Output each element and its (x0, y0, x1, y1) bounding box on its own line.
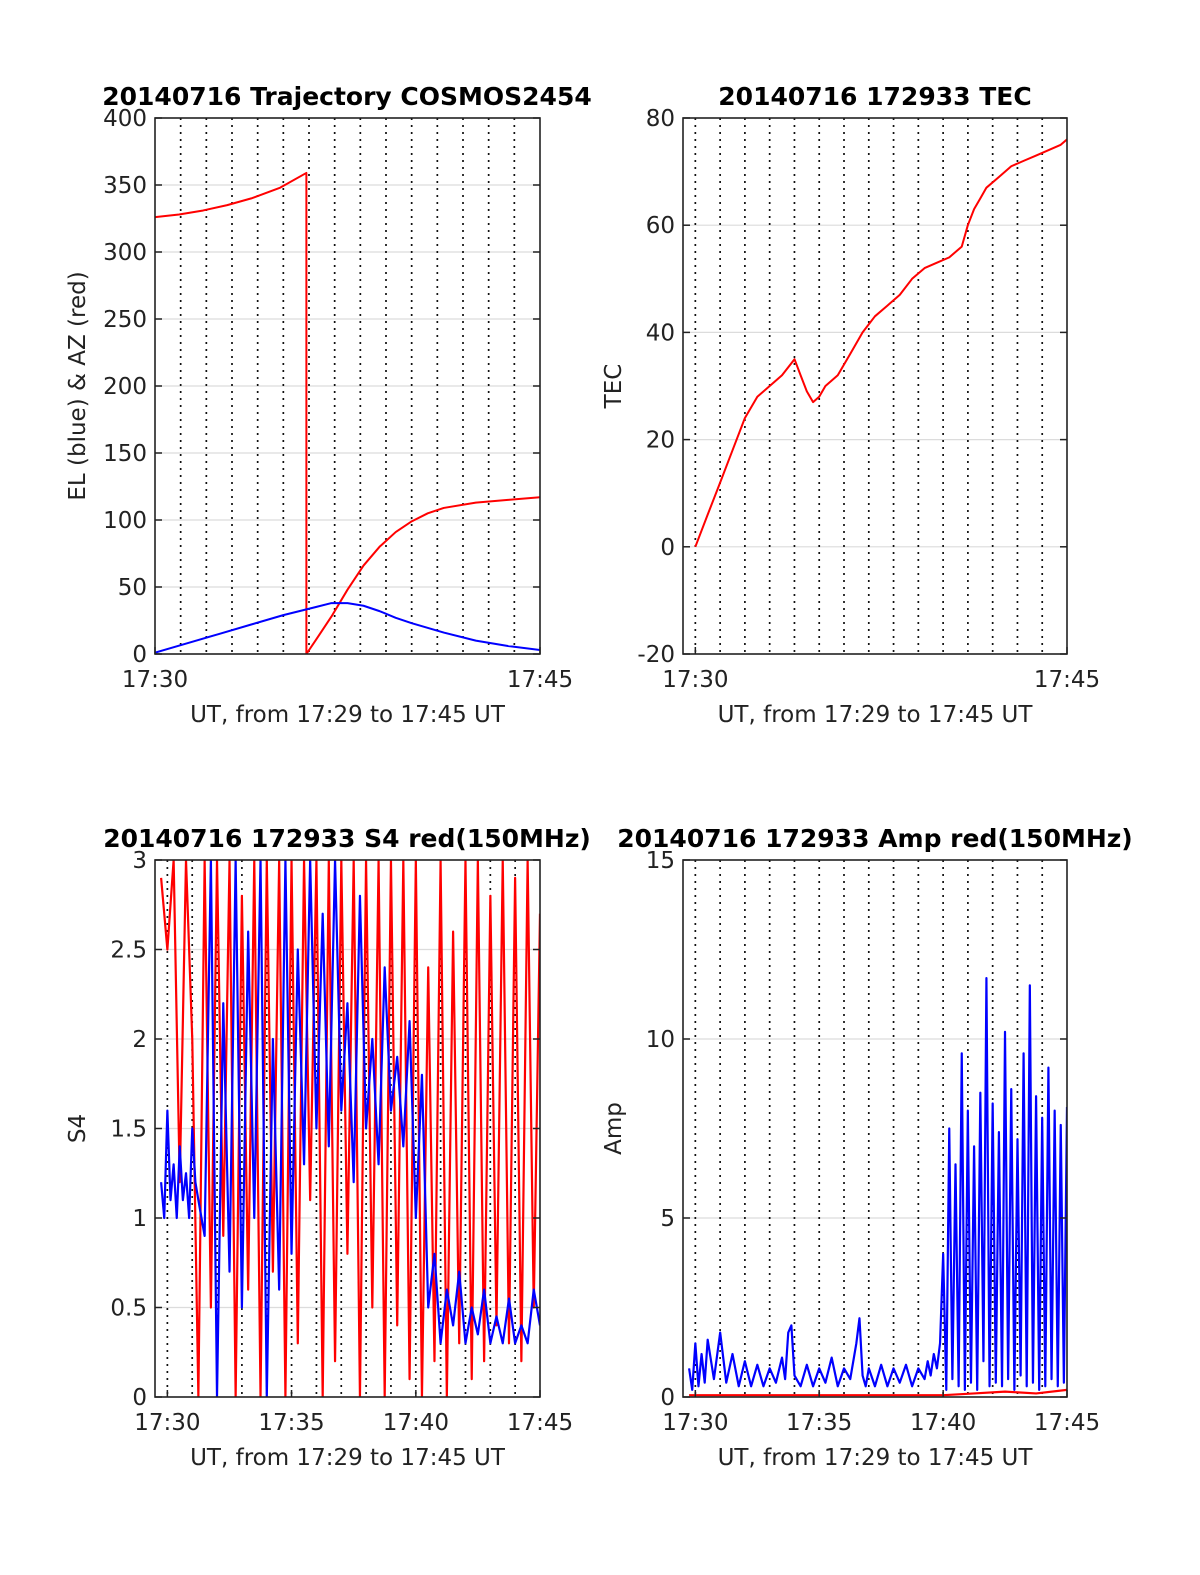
y-tick-label: 1.5 (110, 1117, 147, 1143)
y-tick-label: 300 (103, 240, 147, 266)
chart-panel-2: -20 0 20 40 60 80 17:30 17:45 20140716 172933 TE… (601, 82, 1100, 728)
chart-panel-1: 0 50 100 150 200 250 300 350 400 17:30 17:45 201407… (65, 82, 592, 728)
x-tick-label: 17:35 (258, 1410, 324, 1436)
y-tick-label: 0 (660, 535, 675, 561)
x-tick-label: 17:30 (662, 1410, 728, 1436)
series-group (160, 860, 540, 1397)
y-tick-label: 0.5 (110, 1296, 147, 1322)
y-tick-label: 50 (118, 575, 147, 601)
y-tick-label: 80 (646, 106, 675, 132)
chart-title: 20140716 Trajectory COSMOS2454 (102, 82, 592, 111)
y-tick-label: 350 (103, 173, 147, 199)
y-tick-label: -20 (637, 642, 675, 668)
y-tick-label: 2.5 (110, 938, 147, 964)
y-tick-label: 5 (660, 1206, 675, 1232)
series-line-blue (688, 977, 1067, 1391)
series-line-red (160, 860, 540, 1397)
series-group (694, 138, 1067, 548)
series-line-red (694, 138, 1067, 548)
chart-title: 20140716 172933 Amp red(150MHz) (617, 824, 1133, 853)
y-tick-label: 3 (132, 848, 147, 874)
series-group (688, 977, 1067, 1397)
y-tick-label: 2 (132, 1027, 147, 1053)
x-tick-label: 17:45 (507, 1410, 573, 1436)
x-axis-label: UT, from 17:29 to 17:45 UT (718, 1445, 1034, 1471)
y-tick-label: 20 (646, 428, 675, 454)
y-tick-label: 60 (646, 213, 675, 239)
x-tick-label: 17:30 (662, 667, 728, 693)
y-tick-label: 1 (132, 1206, 147, 1232)
y-tick-label: 250 (103, 307, 147, 333)
chart-title: 20140716 172933 TEC (718, 82, 1031, 111)
x-tick-label: 17:30 (122, 667, 188, 693)
y-tick-label: 150 (103, 441, 147, 467)
chart-title: 20140716 172933 S4 red(150MHz) (103, 824, 591, 853)
axes-box (682, 117, 1068, 655)
series-line-red (689, 1388, 1067, 1397)
x-tick-label: 17:30 (134, 1410, 200, 1436)
y-tick-label: 15 (646, 848, 675, 874)
x-tick-label: 17:40 (383, 1410, 449, 1436)
y-tick-label: 100 (103, 508, 147, 534)
y-tick-label: 0 (660, 1385, 675, 1411)
y-tick-label: 0 (132, 642, 147, 668)
x-tick-label: 17:40 (910, 1410, 976, 1436)
x-tick-label: 17:45 (1034, 667, 1100, 693)
series-group (155, 171, 540, 654)
series-line-blue (160, 860, 540, 1397)
y-axis-label: S4 (65, 1114, 91, 1143)
y-axis-label: TEC (601, 364, 627, 410)
y-tick-label: 0 (132, 1385, 147, 1411)
y-tick-label: 200 (103, 374, 147, 400)
y-tick-label: 10 (646, 1027, 675, 1053)
x-tick-label: 17:35 (786, 1410, 852, 1436)
chart-panel-4: 0 5 10 15 17:30 17:35 17:40 17:45 20140716 17293… (601, 824, 1133, 1471)
axes-box (682, 859, 1068, 1398)
chart-panel-3: 0 0.5 1 1.5 2 2.5 3 17:30 17:35 17:40 17:45 2014071… (65, 824, 591, 1471)
x-tick-label: 17:45 (507, 667, 573, 693)
x-axis-label: UT, from 17:29 to 17:45 UT (190, 702, 506, 728)
x-tick-label: 17:45 (1034, 1410, 1100, 1436)
y-axis-label: EL (blue) & AZ (red) (65, 271, 91, 500)
series-line-red (155, 171, 540, 654)
y-axis-label: Amp (601, 1102, 627, 1155)
y-tick-label: 400 (103, 106, 147, 132)
series-line-blue (155, 602, 540, 654)
y-tick-label: 40 (646, 320, 675, 346)
x-axis-label: UT, from 17:29 to 17:45 UT (190, 1445, 506, 1471)
x-axis-label: UT, from 17:29 to 17:45 UT (718, 702, 1034, 728)
